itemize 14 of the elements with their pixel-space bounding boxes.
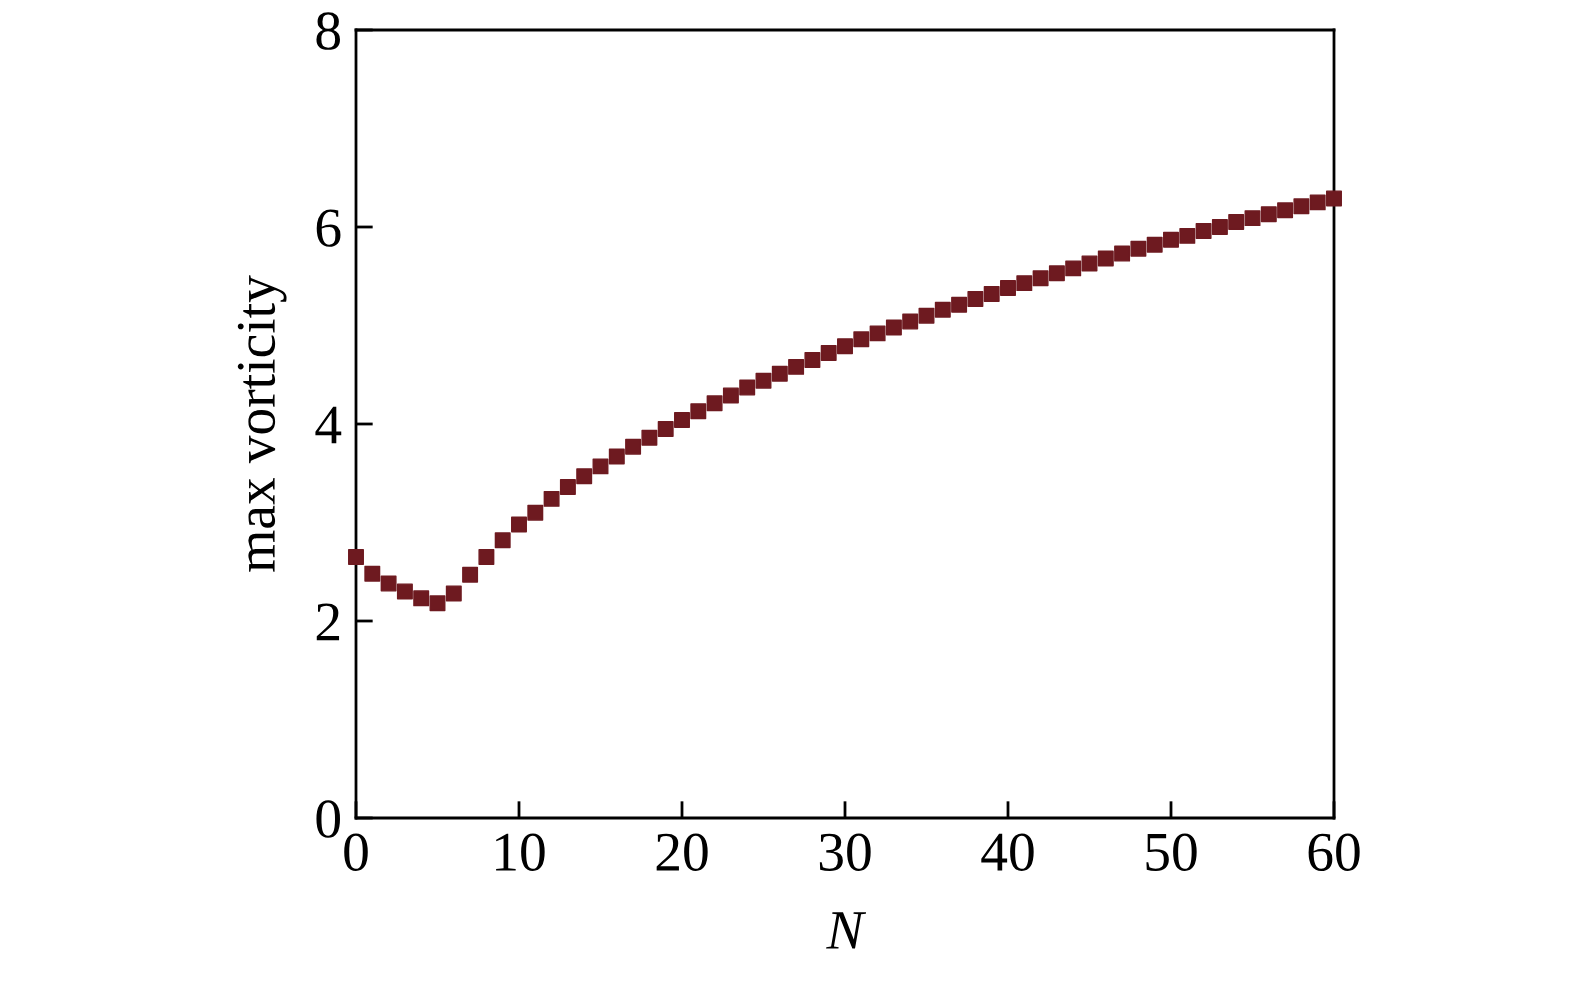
y-tick-label: 4 — [315, 406, 342, 444]
x-tick-label: 50 — [1146, 833, 1197, 871]
y-axis-title: max vorticity — [237, 275, 287, 572]
y-tick-label: 0 — [316, 800, 340, 838]
x-axis-title: N — [826, 912, 867, 949]
x-tick-label: 20 — [656, 833, 708, 871]
x-tick-label: 40 — [981, 833, 1034, 871]
y-tick-label: 2 — [316, 603, 340, 641]
x-tick-label: 0 — [344, 833, 368, 871]
x-tick-label: 30 — [819, 833, 871, 871]
y-tick-label: 6 — [316, 209, 341, 247]
x-tick-label: 10 — [496, 833, 545, 871]
x-tick-label: 60 — [1308, 833, 1360, 871]
y-tick-label: 8 — [316, 12, 340, 50]
